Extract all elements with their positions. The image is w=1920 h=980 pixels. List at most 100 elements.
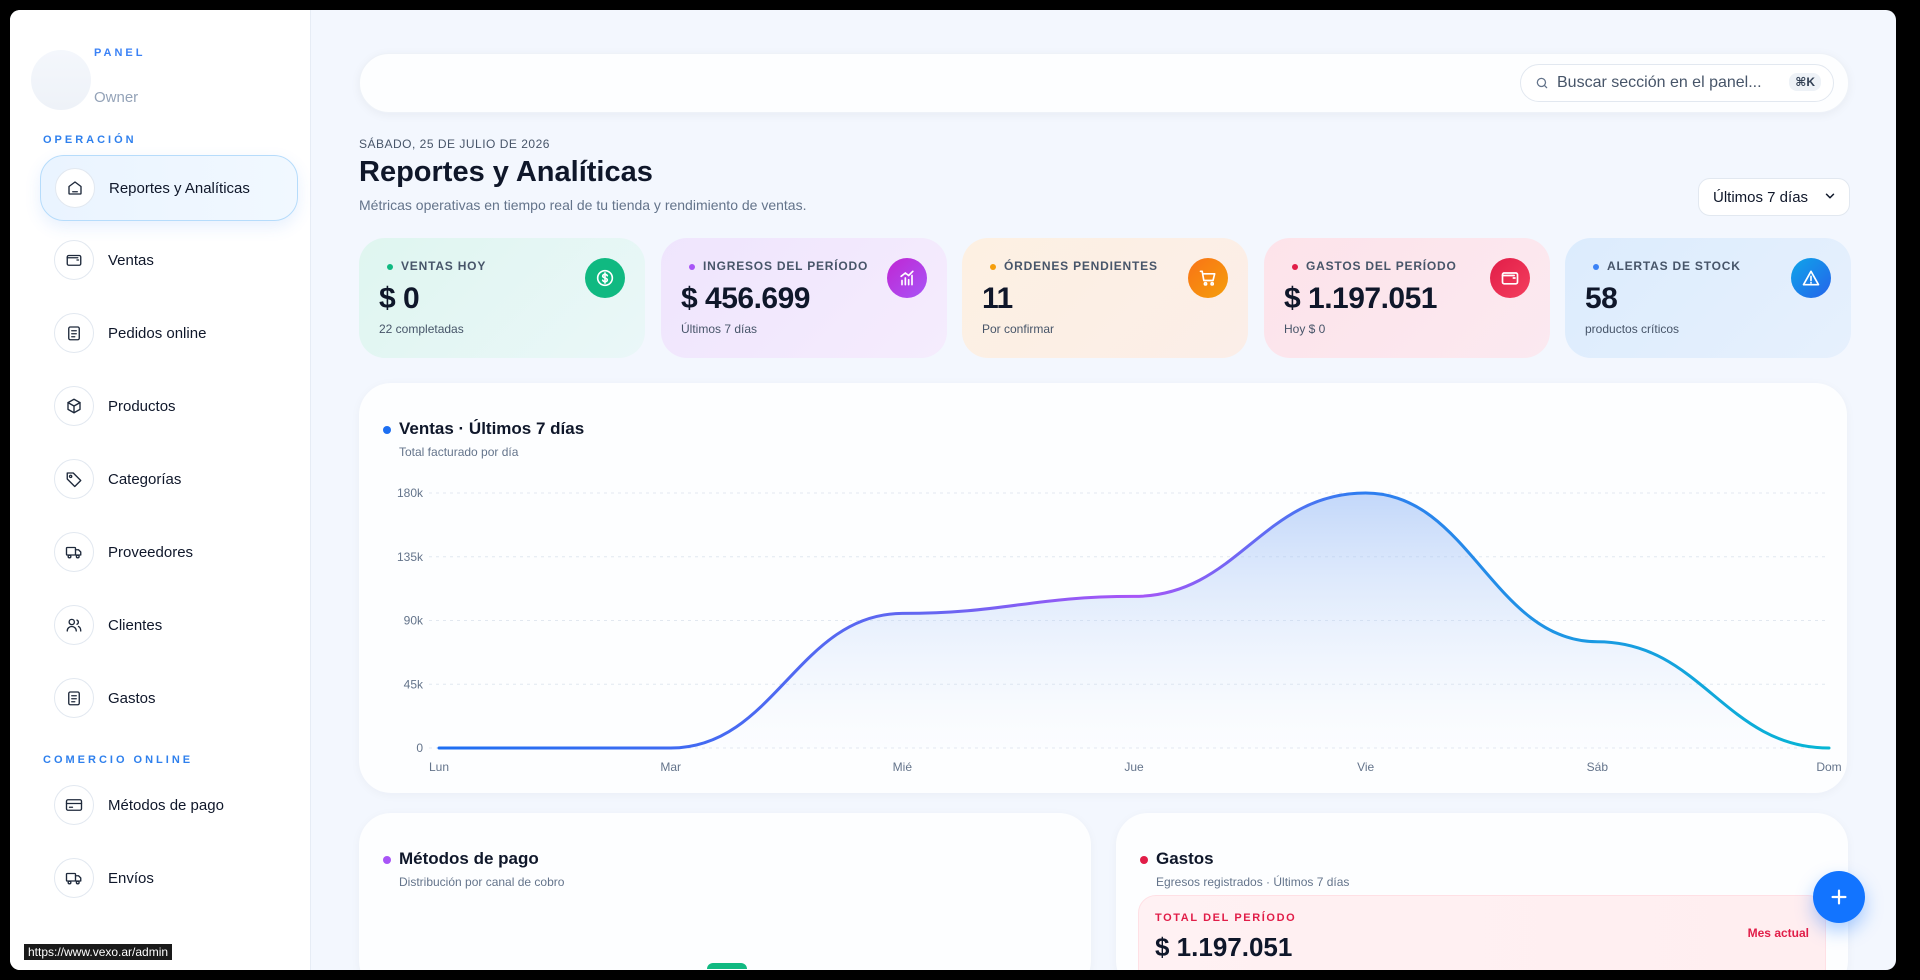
box-icon [54,386,94,426]
sidebar-item-metodos-de-pago[interactable]: Métodos de pago [40,773,296,837]
sidebar-item-label: Clientes [108,616,163,634]
home-icon [55,168,95,208]
sales-chart-subtitle: Total facturado por día [399,445,519,459]
status-dot [1593,263,1599,270]
expenses-total-panel: TOTAL DEL PERÍODO $ 1.197.051 Mes actual [1138,895,1826,970]
kpi-label: ALERTAS DE STOCK [1593,259,1741,273]
y-tick-label: 180k [397,486,424,500]
truck-icon [54,858,94,898]
y-tick-label: 45k [404,677,424,691]
data-point[interactable] [1131,593,1137,599]
data-point[interactable] [1826,745,1832,751]
kpi-label: VENTAS HOY [387,259,486,273]
plus-icon [1828,886,1850,908]
kpi-sub: 22 completadas [379,322,464,336]
page-subtitle: Métricas operativas en tiempo real de tu… [359,197,807,213]
kpi-sub: productos críticos [1585,322,1680,336]
sidebar-item-label: Gastos [108,689,156,707]
sales-chart-card: Ventas · Últimos 7 días Total facturado … [359,383,1847,793]
clipboard-icon [54,313,94,353]
x-tick-label: Jue [1124,760,1144,774]
x-tick-label: Vie [1357,760,1374,774]
sales-chart-title: Ventas · Últimos 7 días [399,419,585,438]
status-dot [689,263,695,270]
kpi-card-ventas-hoy[interactable]: VENTAS HOY $ 0 22 completadas [359,238,645,358]
sidebar-item-pedidos-online[interactable]: Pedidos online [40,301,296,365]
wallet-icon [1490,258,1530,298]
kpi-card-ingresos[interactable]: INGRESOS DEL PERÍODO $ 456.699 Últimos 7… [661,238,947,358]
sidebar-item-proveedores[interactable]: Proveedores [40,520,296,584]
expenses-total-label: TOTAL DEL PERÍODO [1155,912,1297,924]
kpi-value: $ 0 [379,282,420,315]
dollar-icon [585,258,625,298]
kpi-label: ÓRDENES PENDIENTES [990,259,1158,273]
kpi-value: $ 456.699 [681,282,810,315]
card-dot [1140,856,1148,864]
kpi-value: $ 1.197.051 [1284,282,1437,315]
tag-icon [54,459,94,499]
data-point[interactable] [899,610,905,616]
sidebar-item-ventas[interactable]: Ventas [40,228,296,292]
receipt-icon [54,678,94,718]
expenses-subtitle: Egresos registrados · Últimos 7 días [1156,875,1350,889]
status-dot [1292,263,1298,270]
page-title: Reportes y Analíticas [359,156,653,188]
kpi-label: INGRESOS DEL PERÍODO [689,259,868,273]
add-button[interactable] [1813,871,1865,923]
user-role: Owner [94,89,139,106]
data-point[interactable] [668,745,674,751]
warning-icon [1791,258,1831,298]
current-month-label: Mes actual [1747,926,1809,940]
y-tick-label: 90k [404,614,424,628]
expenses-card: Gastos Egresos registrados · Últimos 7 d… [1116,813,1848,970]
search-icon [1535,76,1549,90]
data-point[interactable] [1363,490,1369,496]
data-point[interactable] [1594,639,1600,645]
card-dot [383,856,391,864]
status-bar-url: https://www.vexo.ar/admin [24,944,173,960]
sidebar-item-envios[interactable]: Envíos [40,846,296,910]
cart-icon [1188,258,1228,298]
kpi-sub: Por confirmar [982,322,1055,336]
wallet-icon [54,240,94,280]
x-tick-label: Mar [660,760,681,774]
sidebar-item-categorias[interactable]: Categorías [40,447,296,511]
sidebar-item-gastos[interactable]: Gastos [40,666,296,730]
sidebar-item-clientes[interactable]: Clientes [40,593,296,657]
kpi-card-gastos[interactable]: GASTOS DEL PERÍODO $ 1.197.051 Hoy $ 0 [1264,238,1550,358]
top-bar: Buscar sección en el panel... ⌘K [359,53,1849,113]
x-tick-label: Dom [1816,760,1841,774]
sales-line [437,491,1831,750]
date-range-select[interactable]: Últimos 7 días [1698,178,1850,216]
sidebar-item-label: Categorías [108,470,182,488]
expenses-title: Gastos [1156,849,1214,868]
kpi-card-alertas-stock[interactable]: ALERTAS DE STOCK 58 productos críticos [1565,238,1851,358]
brand-label: PANEL [94,47,146,59]
search-input[interactable]: Buscar sección en el panel... ⌘K [1520,64,1834,102]
payment-methods-card: Métodos de pago Distribución por canal d… [359,813,1091,970]
chevron-down-icon [1823,189,1837,207]
sidebar-item-label: Métodos de pago [108,796,224,814]
payment-methods-subtitle: Distribución por canal de cobro [399,875,565,889]
search-placeholder: Buscar sección en el panel... [1557,74,1762,91]
data-point[interactable] [436,745,442,751]
card-dot [383,426,391,434]
sidebar-item-productos[interactable]: Productos [40,374,296,438]
date-range-value: Últimos 7 días [1713,188,1809,206]
donut-chart-top [707,963,747,969]
x-tick-label: Sáb [1587,760,1609,774]
truck-icon [54,532,94,572]
kpi-label: GASTOS DEL PERÍODO [1292,259,1457,273]
sidebar-item-label: Pedidos online [108,324,207,342]
y-tick-label: 0 [416,741,423,755]
kpi-card-ordenes-pendientes[interactable]: ÓRDENES PENDIENTES 11 Por confirmar [962,238,1248,358]
kpi-value: 58 [1585,282,1618,315]
kpi-value: 11 [982,282,1013,315]
sidebar-item-label: Reportes y Analíticas [109,179,250,197]
section-label-comercio-online: COMERCIO ONLINE [43,754,194,766]
x-tick-label: Mié [893,760,913,774]
y-tick-label: 135k [397,550,424,564]
credit-card-icon [54,785,94,825]
sidebar-item-reportes[interactable]: Reportes y Analíticas [40,155,298,221]
avatar [31,50,91,110]
